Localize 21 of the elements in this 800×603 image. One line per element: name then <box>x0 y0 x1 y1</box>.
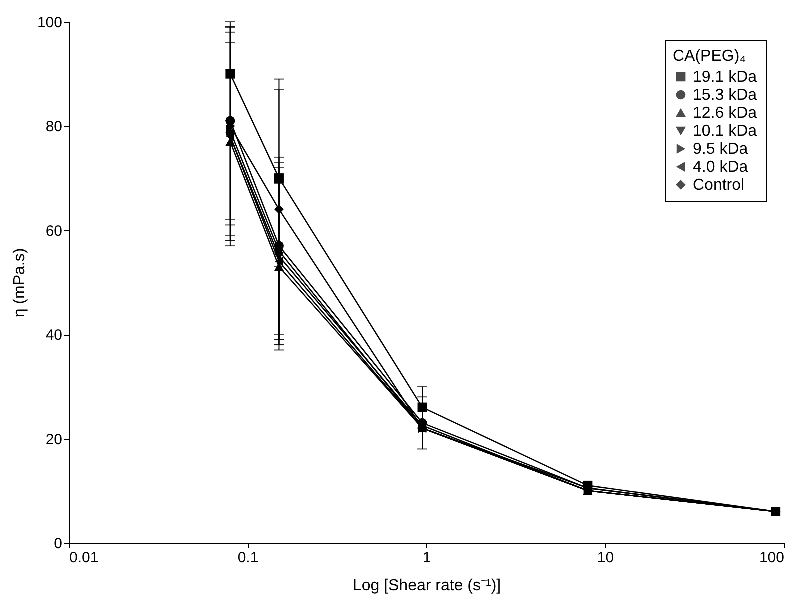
y-axis-title: η (mPa.s) <box>11 248 28 318</box>
x-tick-label: 1 <box>422 550 432 566</box>
x-tick-label: 10 <box>597 550 614 566</box>
x-tick-label: 0.1 <box>238 550 259 566</box>
x-tick-label: 100 <box>759 550 784 566</box>
legend-label: 10.1 kDa <box>693 123 758 140</box>
y-tick-label: 100 <box>37 14 62 32</box>
legend-title: CA(PEG)₄ <box>673 48 746 65</box>
x-tick-label: 0.01 <box>70 550 99 566</box>
y-tick-label: 20 <box>46 431 62 448</box>
legend-label: 9.5 kDa <box>693 141 748 158</box>
y-tick-label: 40 <box>46 327 62 344</box>
x-axis-title: Log [Shear rate (s⁻¹)] <box>352 578 502 594</box>
legend-label: 15.3 kDa <box>693 87 758 104</box>
legend-label: 12.6 kDa <box>693 105 758 122</box>
legend-label: Control <box>693 177 745 194</box>
y-tick-label: 0 <box>54 536 62 552</box>
legend-label: 4.0 kDa <box>693 159 748 176</box>
legend-label: 19.1 kDa <box>693 69 758 86</box>
y-tick-label: 80 <box>46 118 62 136</box>
y-tick-label: 60 <box>46 222 62 240</box>
